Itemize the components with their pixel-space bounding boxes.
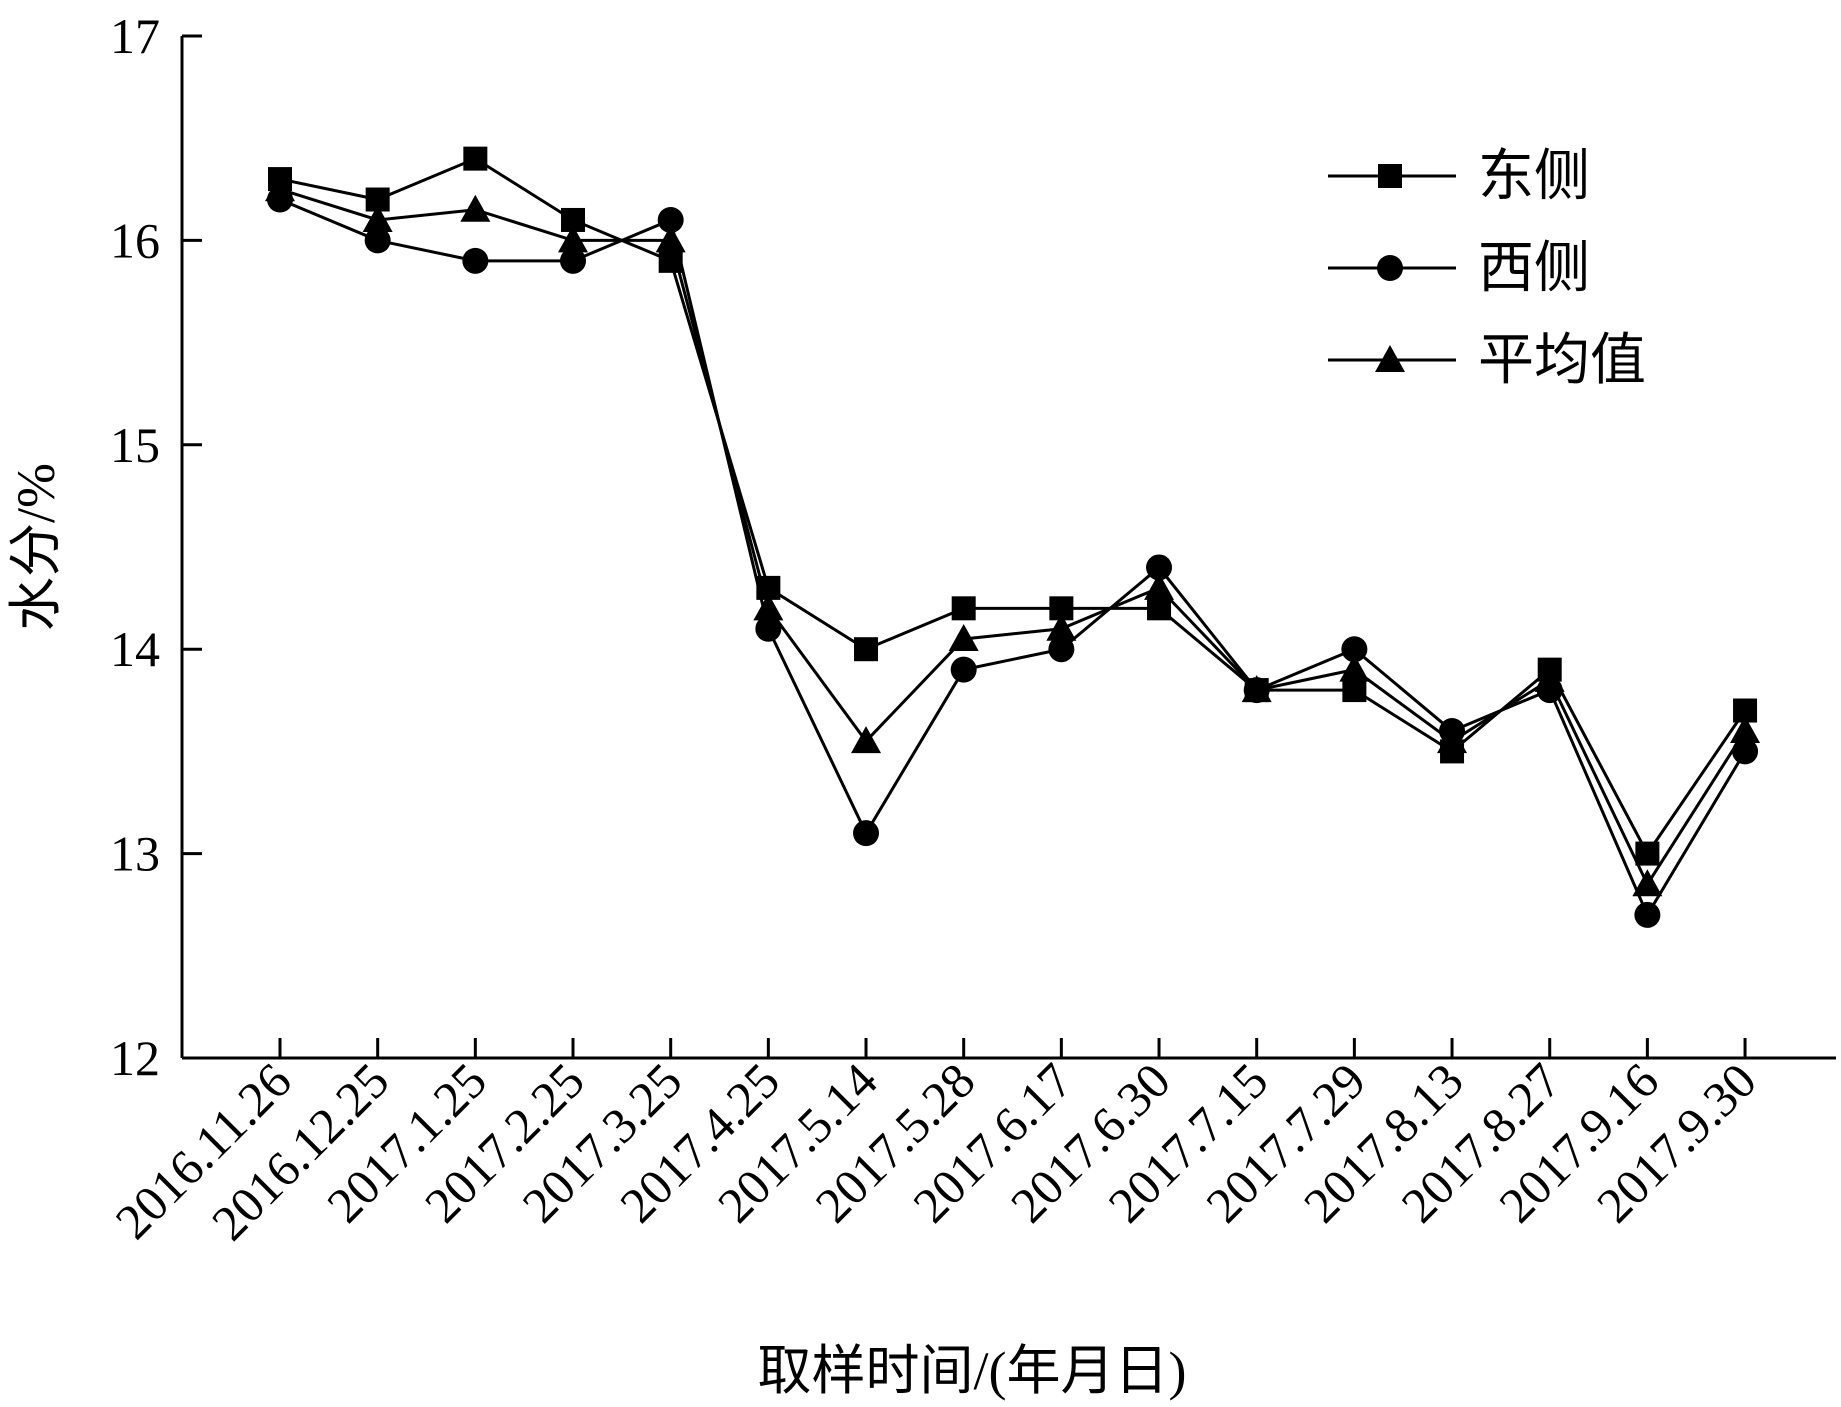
data-point-square [1147, 596, 1172, 621]
series-group [265, 146, 1761, 928]
data-point-circle [950, 656, 977, 683]
data-point-triangle [1730, 715, 1761, 743]
y-tick-label: 13 [110, 826, 160, 882]
data-point-circle [657, 206, 684, 233]
data-point-triangle [1144, 572, 1175, 600]
y-ticks: 12 13 14 15 16 17 [110, 8, 202, 1086]
data-point-triangle [1339, 654, 1370, 682]
data-point-square [951, 596, 976, 621]
data-point-triangle [265, 174, 295, 202]
legend-item: 平均值 [1328, 330, 1646, 392]
legend-item: 西侧 [1328, 238, 1590, 300]
series-line [279, 187, 1747, 888]
data-point-triangle [948, 623, 979, 651]
data-point-circle [853, 820, 880, 847]
data-point-triangle [1632, 869, 1663, 897]
data-point-triangle [1046, 613, 1077, 641]
data-point-circle [1634, 901, 1661, 928]
data-point-triangle [1241, 675, 1272, 703]
data-point-square [1342, 678, 1367, 703]
x-axis-label: 取样时间/(年月日) [758, 1341, 1187, 1401]
y-axis-label: 水分/% [6, 463, 66, 631]
series-line [279, 198, 1747, 919]
y-tick-label: 14 [110, 621, 160, 677]
data-point-triangle [655, 225, 686, 253]
data-point-circle [462, 247, 489, 274]
data-point-circle [1341, 636, 1368, 663]
y-tick-label: 17 [110, 8, 160, 64]
data-point-circle [364, 227, 391, 254]
data-point-triangle [1437, 726, 1468, 754]
legend-marker-triangle [1375, 345, 1405, 372]
legend-label: 东侧 [1478, 146, 1590, 208]
data-point-circle [755, 615, 782, 642]
data-point-triangle [362, 204, 393, 232]
data-point-circle [560, 247, 587, 274]
data-point-circle [1732, 738, 1759, 765]
y-tick-label: 16 [110, 212, 160, 268]
data-point-circle [1146, 554, 1173, 581]
data-point-square [1635, 841, 1660, 866]
legend-marker-circle [1377, 255, 1403, 281]
data-point-square [463, 146, 488, 171]
y-tick-label: 15 [110, 417, 160, 473]
x-ticks: 2016.11.262016.12.252017.1.252017.2.2520… [104, 1038, 1767, 1251]
data-point-triangle [460, 194, 491, 222]
data-point-triangle [1534, 664, 1565, 692]
data-point-triangle [558, 225, 589, 253]
data-point-triangle [851, 726, 882, 754]
data-point-square [854, 637, 879, 662]
legend-label: 西侧 [1478, 238, 1590, 300]
legend-item: 东侧 [1328, 146, 1590, 208]
legend-marker-square [1378, 164, 1402, 188]
axes [180, 36, 1836, 1060]
y-tick-label: 12 [110, 1030, 160, 1086]
data-point-circle [1048, 636, 1075, 663]
data-point-triangle [753, 593, 784, 621]
series-triangle [265, 174, 1761, 897]
legend-label: 平均值 [1478, 330, 1646, 392]
